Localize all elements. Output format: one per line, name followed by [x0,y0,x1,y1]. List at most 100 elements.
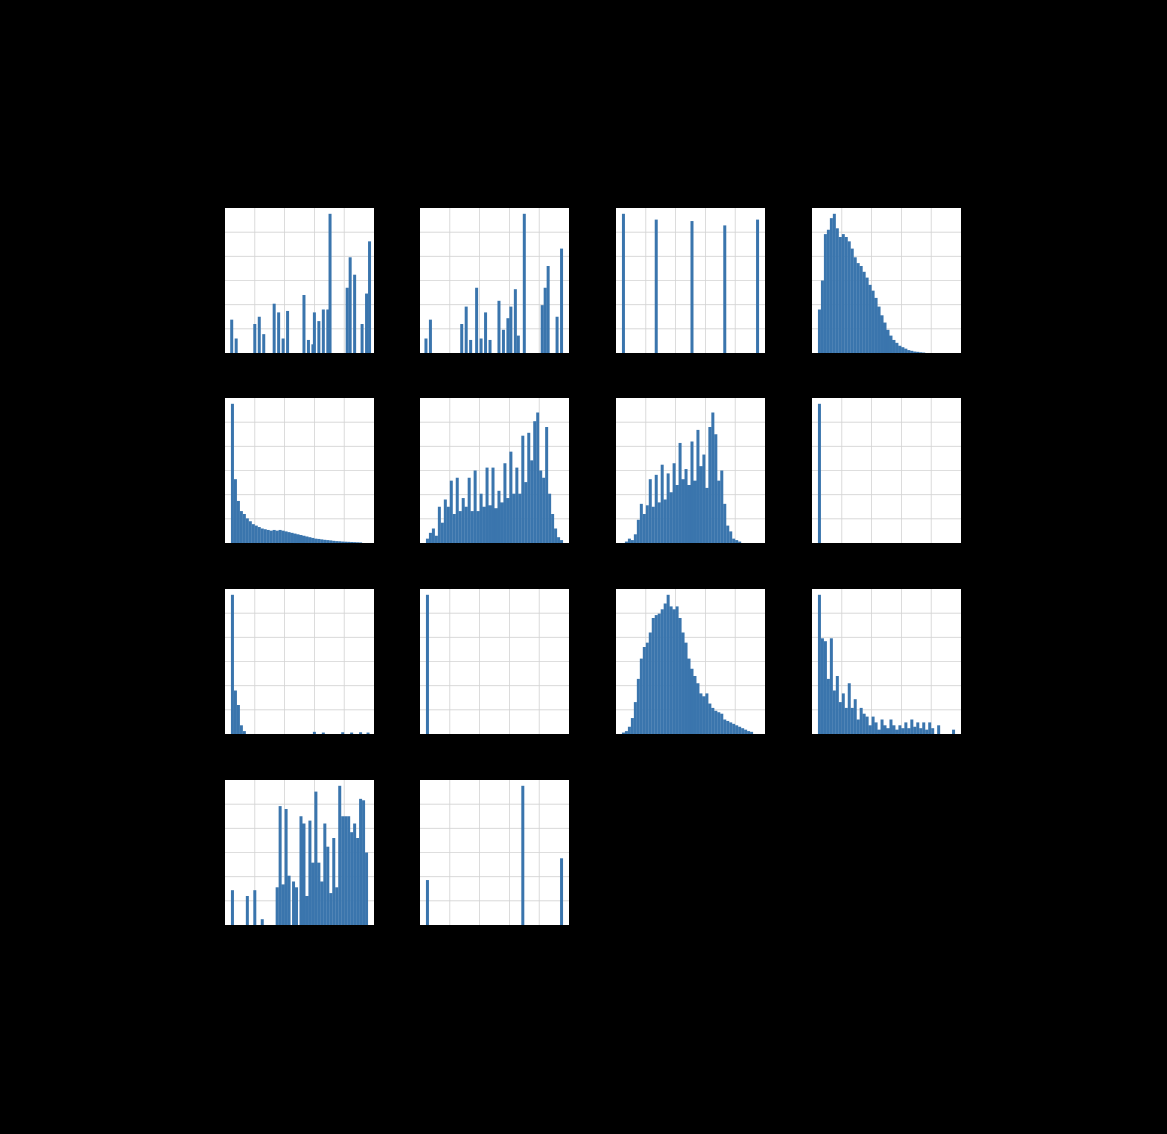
histogram-bar [672,463,676,543]
histogram-bar [829,218,833,353]
histogram-bar [230,594,234,734]
histogram-bar [308,537,312,543]
histogram-bar [669,492,673,543]
histogram-bar [663,603,667,734]
histogram-bar [359,732,363,734]
histogram-bar [823,234,827,353]
histogram-bar [699,466,703,543]
histogram-bar [684,642,688,734]
histogram-bar [829,638,833,734]
histogram-bar [284,531,288,543]
histogram-bar [341,732,345,734]
histogram-panel-3 [616,208,765,353]
histogram-bar [341,816,345,925]
histogram-bar [353,823,357,925]
histogram-bar [338,541,342,543]
histogram-bar [551,514,555,543]
histogram-bar [365,852,369,925]
histogram-bar [254,525,258,543]
histogram-bar [648,632,652,734]
histogram-bar [262,334,266,353]
histogram-bar [257,527,261,543]
histogram-panel-9 [225,589,374,734]
histogram-bar [901,728,905,734]
histogram-bar [817,309,821,353]
histogram-bar [293,533,297,544]
histogram-bar [666,473,670,543]
histogram-bar [314,791,318,925]
panel-gridlines [616,208,765,353]
histogram-bar [326,540,330,543]
histogram-bar [889,335,893,353]
histogram-bar [895,342,899,353]
histogram-bar [424,338,428,353]
histogram-bar [350,832,354,925]
histogram-bar [305,536,309,543]
histogram-bar [312,731,316,734]
histogram-bar [859,707,863,734]
histogram-bar [871,290,875,353]
histogram-bar [236,500,240,543]
histogram-bar [723,719,727,734]
histogram-bar [732,723,736,734]
histogram-bar [470,511,474,543]
histogram-bar [886,329,890,353]
histogram-bar [865,277,869,353]
histogram-bar [299,535,303,543]
histogram-bar [542,477,546,543]
histogram-bar [639,658,643,734]
histogram-bar [820,280,824,353]
histogram-bar [690,441,694,543]
histogram-bar [723,503,727,543]
histogram-bar [892,339,896,353]
histogram-bar [654,474,658,543]
histogram-bar [952,729,956,734]
histogram-bar [693,480,697,543]
histogram-bar [497,300,501,353]
histogram-bar [236,705,240,734]
histogram-bar [503,463,507,543]
histogram-bar [506,498,510,543]
histogram-bar [296,534,300,543]
histogram-bar [314,538,318,543]
histogram-bar [428,319,432,353]
histogram-bar [732,538,736,543]
histogram-bar [545,427,549,543]
histogram-bar [425,594,429,734]
histogram-panel-2 [420,208,569,353]
histogram-bar [488,505,492,543]
histogram-panel-11 [616,589,765,734]
histogram-bar [862,271,866,353]
histogram-panel-8 [812,398,961,543]
histogram-bar [431,528,435,543]
histogram-bar [841,234,845,353]
histogram-bar [522,213,526,353]
histogram-bar [639,503,643,543]
histogram-bar [871,716,875,734]
histogram-bar [242,514,246,543]
histogram-bar [705,693,709,734]
histogram-bar [916,722,920,734]
histogram-bar [437,506,441,543]
histogram-bar [239,725,243,734]
histogram-bar [530,460,534,543]
histogram-bar [311,537,315,543]
histogram-bar [738,541,742,543]
histogram-bar [260,528,264,543]
histogram-bar [735,540,739,543]
histogram-bar [317,538,321,543]
histogram-bar [895,729,899,734]
histogram-bar [675,485,679,543]
histogram-bar [230,890,234,925]
histogram-bar [651,506,655,543]
histogram-bar [847,683,851,734]
histogram-bar [880,315,884,353]
histogram-bar [756,219,760,353]
histogram-bar [883,725,887,734]
histogram-bar [458,511,462,543]
histogram-bar [838,702,842,734]
histogram-bar [326,309,330,353]
histogram-bar [347,541,351,543]
histogram-bar [509,451,513,543]
